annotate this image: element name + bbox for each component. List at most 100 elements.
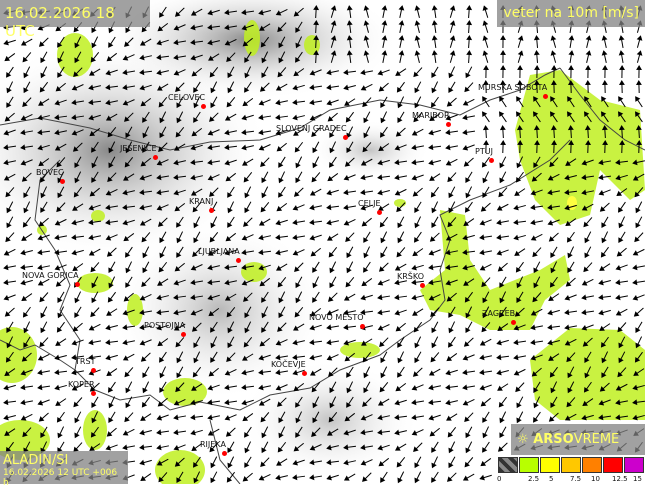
- wind-arrow-head: [481, 462, 485, 466]
- city-marker: [511, 320, 516, 325]
- wind-arrow-head: [535, 66, 539, 69]
- wind-arrow-head: [398, 103, 402, 107]
- wind-arrow-head: [55, 356, 59, 360]
- wind-arrow-head: [498, 387, 502, 391]
- city-label: PTUJ: [475, 147, 493, 156]
- wind-arrow-head: [552, 66, 556, 69]
- wind-arrow-head: [432, 103, 436, 107]
- wind-arrow-head: [599, 295, 603, 299]
- wind-arrow-head: [279, 193, 283, 197]
- wind-arrow-head: [412, 386, 416, 390]
- wind-arrow-head: [124, 431, 128, 435]
- wind-arrow-head: [480, 370, 484, 374]
- wind-arrow-head: [480, 235, 484, 239]
- wind-arrow-head: [517, 163, 521, 167]
- wind-arrow-head: [599, 311, 603, 315]
- wind-arrow-head: [328, 177, 332, 181]
- wind-arrow-head: [157, 445, 161, 449]
- wind-arrow-head: [57, 328, 61, 332]
- wind-arrow-head: [466, 178, 470, 182]
- wind-arrow-head: [463, 146, 467, 150]
- wind-arrow-head: [466, 328, 470, 332]
- wind-arrow-head: [497, 235, 501, 239]
- wind-arrow-head: [56, 402, 60, 406]
- wind-arrow-head: [603, 66, 607, 69]
- legend-swatch: [519, 457, 539, 473]
- city-marker: [153, 155, 158, 160]
- wind-arrow-head: [123, 445, 127, 449]
- wind-arrow-head: [293, 235, 297, 239]
- city-label: ZAGREB: [482, 309, 515, 318]
- wind-arrow-head: [361, 190, 365, 194]
- wind-arrow-head: [327, 101, 331, 105]
- wind-arrow-head: [497, 341, 501, 345]
- wind-arrow-head: [39, 281, 43, 285]
- wind-arrow-head: [209, 431, 213, 435]
- wind-arrow-head: [449, 313, 453, 317]
- wind-arrow-head: [446, 130, 450, 134]
- wind-arrow-head: [551, 36, 555, 40]
- wind-arrow-head: [55, 370, 59, 374]
- city-marker: [236, 258, 241, 263]
- wind-arrow-head: [398, 373, 402, 377]
- wind-arrow-head: [514, 236, 518, 240]
- wind-arrow-head: [174, 415, 178, 419]
- wind-arrow-head: [399, 51, 403, 55]
- wind-arrow-head: [174, 446, 178, 450]
- wind-arrow-head: [447, 357, 451, 361]
- wind-arrow-head: [464, 401, 468, 405]
- city-label: CELOVEC: [168, 93, 205, 102]
- wind-arrow-head: [381, 103, 385, 107]
- wind-arrow-head: [21, 251, 25, 255]
- wind-arrow-head: [41, 328, 45, 332]
- wind-arrow-head: [399, 36, 403, 40]
- wind-arrow-head: [582, 295, 586, 299]
- wind-arrow-head: [345, 102, 349, 106]
- wind-arrow-head: [106, 356, 110, 360]
- wind-arrow-head: [483, 51, 487, 55]
- wind-arrow-head: [514, 206, 518, 210]
- wind-arrow-head: [398, 223, 402, 227]
- wind-arrow-head: [381, 253, 385, 257]
- wind-arrow-head: [327, 191, 331, 195]
- wind-arrow-head: [415, 238, 419, 242]
- wind-arrow-head: [415, 36, 419, 40]
- wind-arrow-head: [568, 268, 572, 272]
- city-marker: [91, 368, 96, 373]
- wind-arrow-head: [75, 313, 79, 317]
- wind-arrow-head: [602, 36, 606, 40]
- wind-arrow-head: [467, 6, 471, 10]
- wind-arrow-head: [293, 100, 297, 104]
- wind-arrow-head: [599, 281, 603, 285]
- wind-arrow-head: [58, 313, 62, 317]
- legend-swatch: [582, 457, 602, 473]
- city-label: RIJEKA: [200, 440, 226, 449]
- wind-arrow-head: [415, 463, 419, 467]
- wind-arrow-head: [481, 341, 485, 345]
- city-label: TRST: [75, 357, 95, 366]
- wind-arrow-head: [534, 418, 538, 422]
- wind-arrow-head: [447, 417, 451, 421]
- wind-arrow-head: [430, 371, 434, 375]
- wind-arrow-head: [451, 6, 455, 10]
- wind-arrow-head: [429, 400, 433, 404]
- wind-arrow-head: [330, 283, 334, 287]
- wind-arrow-head: [41, 313, 45, 317]
- city-label: KOPER: [68, 380, 95, 389]
- wind-arrow-head: [330, 268, 334, 272]
- wind-arrow-head: [262, 193, 266, 197]
- city-label: SLOVENJ GRADEC: [276, 124, 347, 133]
- city-label: KRŠKO: [397, 272, 424, 281]
- wind-arrow-head: [501, 141, 505, 145]
- city-label: NOVA GORICA: [22, 271, 79, 280]
- wind-arrow-head: [518, 66, 522, 69]
- legend-label: 7.5: [570, 475, 581, 483]
- wind-arrow-head: [228, 448, 232, 452]
- wind-arrow-head: [381, 238, 385, 242]
- wind-arrow-head: [5, 251, 9, 255]
- wind-arrow-head: [463, 356, 467, 360]
- wind-arrow-head: [585, 238, 589, 242]
- wind-arrow-head: [415, 478, 419, 482]
- wind-arrow-head: [24, 328, 28, 332]
